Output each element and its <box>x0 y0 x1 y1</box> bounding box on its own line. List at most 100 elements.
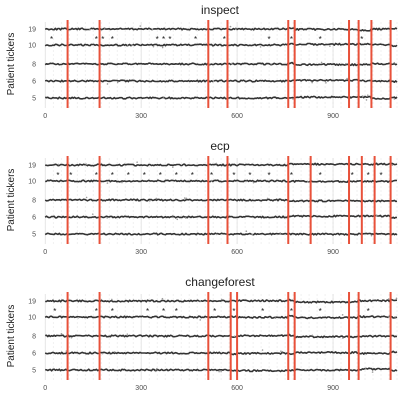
outlier-point <box>162 97 165 99</box>
x-tick-label: 300 <box>135 113 147 120</box>
outlier-point <box>274 315 277 318</box>
series-line <box>44 232 398 236</box>
outlier-point <box>376 214 378 217</box>
outlier-point <box>342 337 344 339</box>
detection-star: * <box>111 35 114 44</box>
series-line <box>44 198 398 203</box>
outlier-point <box>148 200 151 202</box>
detection-star: * <box>95 307 98 316</box>
detection-star: * <box>111 171 114 180</box>
detection-star: * <box>156 35 159 44</box>
series-line <box>44 95 398 100</box>
detection-star: * <box>268 35 271 44</box>
outlier-point <box>126 333 129 335</box>
detection-star: * <box>168 35 171 44</box>
x-tick-label: 900 <box>327 385 339 392</box>
outlier-point <box>346 77 348 80</box>
outlier-point <box>126 45 129 47</box>
y-tick-label: 8 <box>32 62 36 69</box>
outlier-point <box>161 297 164 300</box>
outlier-point <box>121 181 123 184</box>
outlier-point <box>311 334 314 337</box>
outlier-point <box>171 214 174 217</box>
outlier-point <box>116 81 119 84</box>
outlier-point <box>151 28 154 30</box>
x-tick-label: 600 <box>231 249 243 256</box>
detection-star: * <box>143 171 146 180</box>
outlier-point <box>229 25 232 28</box>
detection-star: * <box>248 171 251 180</box>
series-line <box>44 78 398 83</box>
detection-star: * <box>319 171 322 180</box>
x-tick-label: 300 <box>135 385 147 392</box>
outlier-point <box>183 197 186 199</box>
detection-star: * <box>232 307 235 316</box>
outlier-point <box>270 64 272 67</box>
detection-star: * <box>159 171 162 180</box>
outlier-point <box>111 298 113 301</box>
outlier-point <box>266 197 269 200</box>
chart-panel-2: ecp Patient tickers 19 10 8 6 5 * * * * * * * * * * * * * * *… <box>6 139 398 256</box>
outlier-point <box>85 196 88 199</box>
outlier-point <box>251 233 253 236</box>
series-line <box>45 333 398 339</box>
x-tick-label: 900 <box>327 249 339 256</box>
detection-star: * <box>213 307 216 316</box>
outlier-point <box>365 99 368 101</box>
outlier-point <box>113 351 116 353</box>
detection-star: * <box>290 35 293 44</box>
detection-star: * <box>146 307 149 316</box>
outlier-point <box>393 61 396 64</box>
y-tick-label: 5 <box>32 96 36 103</box>
outlier-point <box>325 82 327 84</box>
x-tick-label: 0 <box>43 249 47 256</box>
outlier-point <box>161 46 164 49</box>
outlier-point <box>345 62 347 65</box>
outlier-point <box>199 319 202 321</box>
detection-star: * <box>111 307 114 316</box>
detection-star: * <box>319 35 322 44</box>
x-tick-label: 300 <box>135 249 147 256</box>
outlier-point <box>320 61 323 64</box>
detection-star: * <box>319 307 322 316</box>
outlier-point <box>393 98 396 100</box>
outlier-point <box>210 180 213 182</box>
detection-star: * <box>351 171 354 180</box>
outlier-point <box>60 332 63 335</box>
x-tick-label: 900 <box>327 113 339 120</box>
outlier-point <box>185 197 188 200</box>
outlier-point <box>395 297 398 300</box>
detection-star: * <box>379 171 382 180</box>
outlier-point <box>329 45 331 47</box>
outlier-point <box>220 298 223 301</box>
series-line <box>45 179 398 183</box>
detection-star: * <box>290 307 293 316</box>
detection-star: * <box>127 171 130 180</box>
detection-star: * <box>50 35 53 44</box>
y-tick-label: 10 <box>28 43 36 50</box>
outlier-point <box>261 349 264 351</box>
detection-star: * <box>232 171 235 180</box>
outlier-point <box>103 27 106 29</box>
chart-title: inspect <box>201 3 240 17</box>
y-tick-label: 5 <box>32 232 36 239</box>
series-line <box>44 350 398 356</box>
outlier-point <box>91 213 94 215</box>
outlier-point <box>280 350 282 353</box>
detection-star: * <box>261 307 264 316</box>
detection-star: * <box>101 35 104 44</box>
outlier-point <box>106 217 108 219</box>
y-tick-label: 19 <box>28 299 36 306</box>
outlier-point <box>220 370 222 373</box>
outlier-point <box>199 300 202 302</box>
series-line <box>44 42 398 48</box>
outlier-point <box>136 161 138 163</box>
x-tick-label: 0 <box>43 113 47 120</box>
outlier-point <box>155 370 157 373</box>
outlier-point <box>155 197 158 200</box>
detection-star: * <box>367 307 370 316</box>
outlier-point <box>57 163 60 166</box>
outlier-point <box>106 83 109 85</box>
outlier-point <box>171 166 174 168</box>
